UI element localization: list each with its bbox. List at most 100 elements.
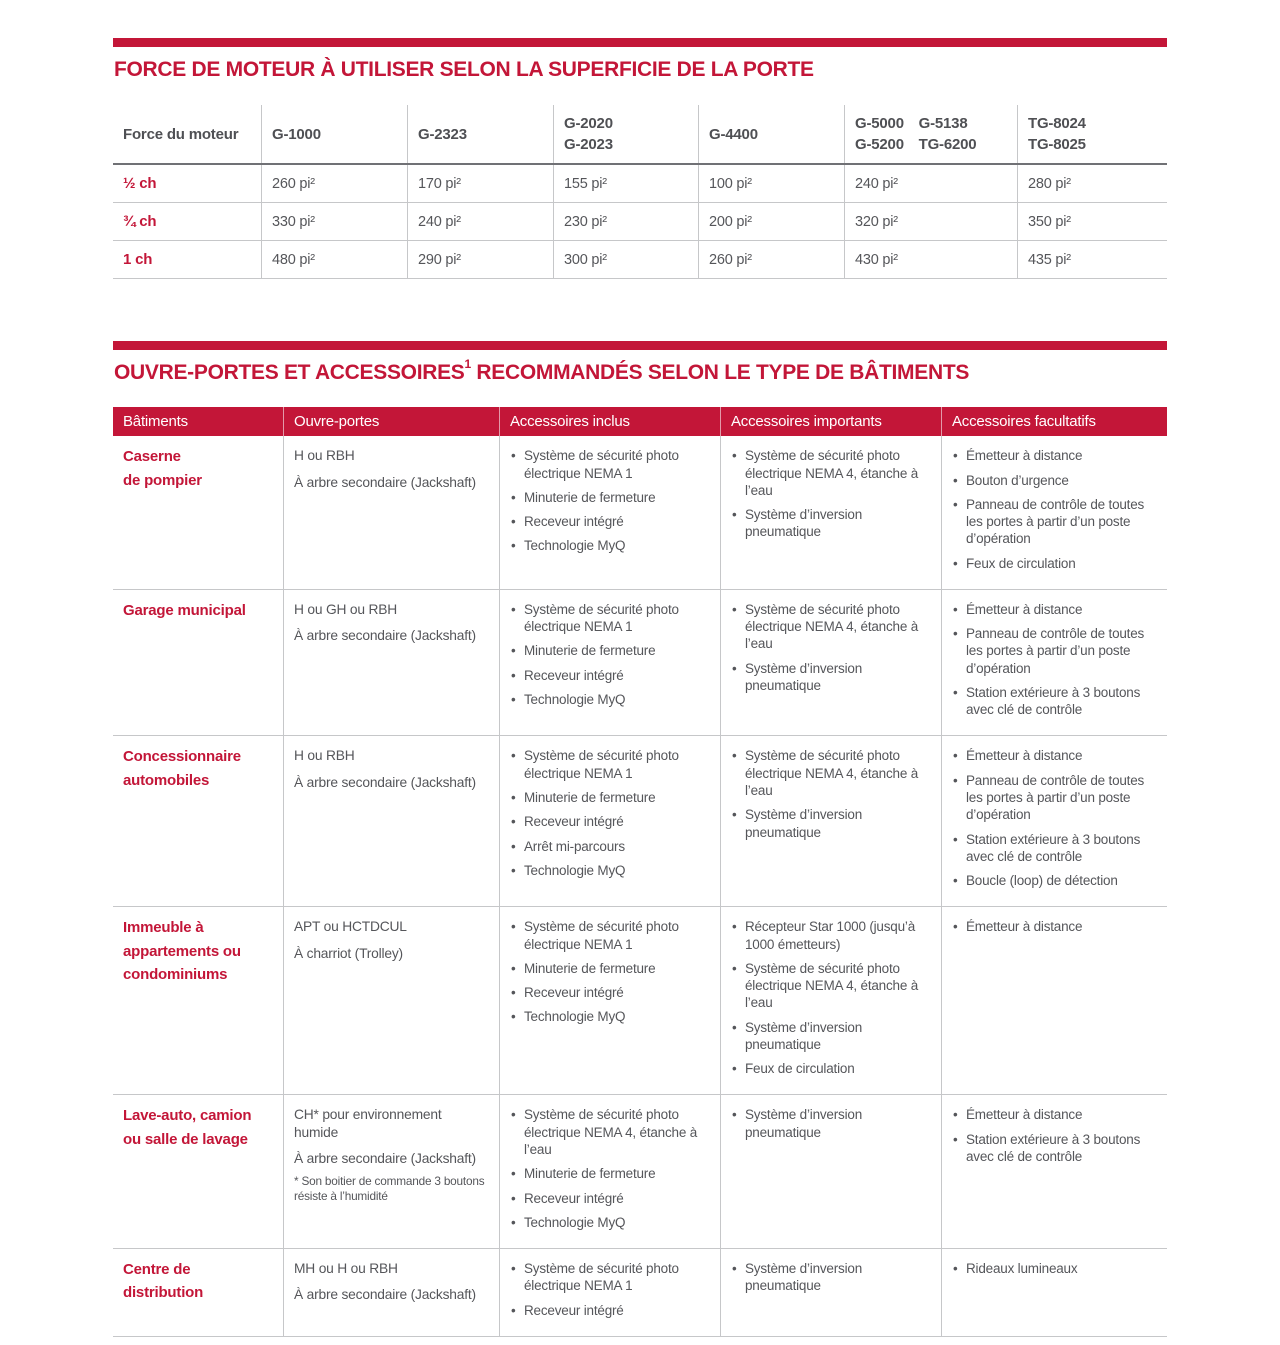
accessory-item: Système de sécurité photo électrique NEM…	[731, 960, 929, 1012]
motor-header-cell: G-5000 G-5138 G-5200 TG-6200	[845, 105, 1018, 164]
table-row-concessionnaire: Concessionnaire automobiles H ou RBH À ar…	[113, 736, 1167, 908]
opener-cell: CH* pour environnement humide À arbre sec…	[284, 1095, 500, 1249]
opener-line: À arbre secondaire (Jackshaft)	[294, 1287, 476, 1303]
motor-value-cell: 230 pi²	[554, 203, 699, 241]
accessory-item: Technologie MyQ	[510, 691, 708, 709]
accessory-item: Système de sécurité photo électrique NEM…	[510, 601, 708, 636]
optional-accessories-cell: Émetteur à distance	[942, 907, 1167, 1094]
accessory-item: Système de sécurité photo électrique NEM…	[731, 601, 929, 653]
accessory-item: Émetteur à distance	[952, 447, 1155, 465]
accessory-item: Station extérieure à 3 boutons avec clé …	[952, 831, 1155, 866]
accessory-item: Système de sécurité photo électrique NEM…	[510, 1260, 708, 1295]
accessory-item: Minuterie de fermeture	[510, 489, 708, 507]
opener-cell: APT ou HCTDCUL À charriot (Trolley)	[284, 907, 500, 1095]
section-divider-bar	[113, 341, 1167, 351]
accessory-item: Système d’inversion pneumatique	[731, 1019, 929, 1054]
motor-header-cell: G-1000	[262, 105, 408, 164]
building-name: Concessionnaire automobiles	[113, 736, 284, 907]
accessory-item: Émetteur à distance	[952, 747, 1155, 765]
accessory-item: Station extérieure à 3 boutons avec clé …	[952, 684, 1155, 719]
motor-value-cell: 320 pi²	[845, 203, 1018, 241]
building-name: Caserne de pompier	[113, 436, 284, 589]
opener-footnote: * Son boitier de commande 3 boutons rési…	[294, 1174, 485, 1204]
motor-value-cell: 300 pi²	[554, 241, 699, 279]
accessory-item: Rideaux lumineaux	[952, 1260, 1155, 1278]
important-accessories-cell: Système de sécurité photo électrique NEM…	[721, 736, 942, 907]
accessory-item: Receveur intégré	[510, 1190, 708, 1208]
included-accessories-cell: Système de sécurité photo électrique NEM…	[500, 736, 721, 907]
motor-value-cell: 435 pi²	[1028, 251, 1071, 268]
opener-line: H ou RBH	[294, 748, 355, 764]
column-header-accessoires-importants: Accessoires importants	[721, 407, 942, 437]
accessory-item: Arrêt mi-parcours	[510, 838, 708, 856]
title-text: RECOMMANDÉS SELON LE TYPE DE BÂTIMENTS	[470, 361, 970, 385]
accessory-item: Minuterie de fermeture	[510, 960, 708, 978]
accessory-item: Système de sécurité photo électrique NEM…	[510, 1106, 708, 1158]
motor-value-cell: 330 pi²	[262, 203, 408, 241]
buildings-table: Bâtiments Ouvre-portes Accessoires inclu…	[113, 407, 1167, 1337]
accessory-item: Système d’inversion pneumatique	[731, 1260, 929, 1295]
accessory-item: Receveur intégré	[510, 667, 708, 685]
table-row-immeuble: Immeuble à appartements ou condominiums …	[113, 907, 1167, 1096]
accessory-item: Émetteur à distance	[952, 918, 1155, 936]
motor-table-row: ½ ch 260 pi² 170 pi² 155 pi² 100 pi² 240…	[113, 165, 1167, 204]
accessory-item: Système de sécurité photo électrique NEM…	[731, 747, 929, 799]
important-accessories-cell: Système d’inversion pneumatique	[721, 1249, 942, 1336]
table-row-centre-distribution: Centre de distribution MH ou H ou RBH À a…	[113, 1249, 1167, 1337]
motor-value-cell: 155 pi²	[554, 165, 699, 203]
accessory-item: Émetteur à distance	[952, 1106, 1155, 1124]
optional-accessories-cell: Émetteur à distance Panneau de contrôle d…	[942, 736, 1167, 906]
accessory-item: Panneau de contrôle de toutes les portes…	[952, 496, 1155, 548]
accessory-item: Technologie MyQ	[510, 1008, 708, 1026]
included-accessories-cell: Système de sécurité photo électrique NEM…	[500, 907, 721, 1095]
motor-table-row: ¾ ch 330 pi² 240 pi² 230 pi² 200 pi² 320…	[113, 203, 1167, 242]
opener-cell: H ou RBH À arbre secondaire (Jackshaft)	[284, 436, 500, 589]
accessory-item: Technologie MyQ	[510, 862, 708, 880]
opener-line: H ou GH ou RBH	[294, 601, 398, 617]
opener-cell: H ou RBH À arbre secondaire (Jackshaft)	[284, 736, 500, 907]
column-header-batiments: Bâtiments	[113, 407, 284, 437]
accessory-item: Système de sécurité photo électrique NEM…	[510, 747, 708, 782]
motor-row-label: 1 ch	[113, 241, 262, 279]
title-footnote-marker: 1	[464, 357, 472, 372]
accessory-item: Receveur intégré	[510, 813, 708, 831]
included-accessories-cell: Système de sécurité photo électrique NEM…	[500, 436, 721, 589]
building-name: Garage municipal	[113, 589, 284, 736]
opener-line: À arbre secondaire (Jackshaft)	[294, 628, 476, 644]
motor-value-cell: 430 pi²	[845, 241, 1018, 279]
accessory-item: Receveur intégré	[510, 513, 708, 531]
motor-value-cell: 260 pi²	[262, 165, 408, 203]
important-accessories-cell: Système de sécurité photo électrique NEM…	[721, 436, 942, 589]
section-divider-bar	[113, 38, 1167, 47]
openers-section-title: OUVRE-PORTES ET ACCESSOIRES1 RECOMMANDÉS…	[114, 357, 1167, 385]
accessory-item: Technologie MyQ	[510, 537, 708, 555]
optional-accessories-cell: Émetteur à distance Panneau de contrôle d…	[942, 590, 1167, 736]
accessory-item: Receveur intégré	[510, 1302, 708, 1320]
opener-line: À charriot (Trolley)	[294, 945, 403, 961]
important-accessories-cell: Récepteur Star 1000 (jusqu’à 1000 émette…	[721, 907, 942, 1095]
accessory-item: Émetteur à distance	[952, 601, 1155, 619]
accessory-item: Boucle (loop) de détection	[952, 872, 1155, 890]
table-row-caserne: Caserne de pompier H ou RBH À arbre secon…	[113, 436, 1167, 590]
motor-value-cell: 290 pi²	[408, 241, 554, 279]
page-content: FORCE DE MOTEUR À UTILISER SELON LA SUPE…	[113, 0, 1167, 1345]
motor-table-header-row: Force du moteur G-1000 G-2323 G-2020 G-2…	[113, 105, 1167, 166]
column-header-accessoires-facultatifs: Accessoires facultatifs	[952, 413, 1096, 431]
accessory-item: Station extérieure à 3 boutons avec clé …	[952, 1131, 1155, 1166]
accessory-item: Système de sécurité photo électrique NEM…	[510, 447, 708, 482]
accessory-item: Système d’inversion pneumatique	[731, 660, 929, 695]
accessory-item: Système de sécurité photo électrique NEM…	[510, 918, 708, 953]
accessory-item: Système de sécurité photo électrique NEM…	[731, 447, 929, 499]
motor-value-cell: 480 pi²	[262, 241, 408, 279]
motor-value-cell: 170 pi²	[408, 165, 554, 203]
motor-value-cell: 280 pi²	[1028, 175, 1071, 192]
accessory-item: Minuterie de fermeture	[510, 789, 708, 807]
accessory-item: Bouton d’urgence	[952, 472, 1155, 490]
accessory-item: Système d’inversion pneumatique	[731, 1106, 929, 1141]
motor-value-cell: 350 pi²	[1028, 213, 1071, 230]
included-accessories-cell: Système de sécurité photo électrique NEM…	[500, 589, 721, 736]
optional-accessories-cell: Émetteur à distance Bouton d’urgence Panne…	[942, 436, 1167, 589]
motor-header-cell: G-4400	[699, 105, 845, 164]
opener-line: MH ou H ou RBH	[294, 1261, 398, 1277]
building-name: Centre de distribution	[113, 1249, 284, 1336]
